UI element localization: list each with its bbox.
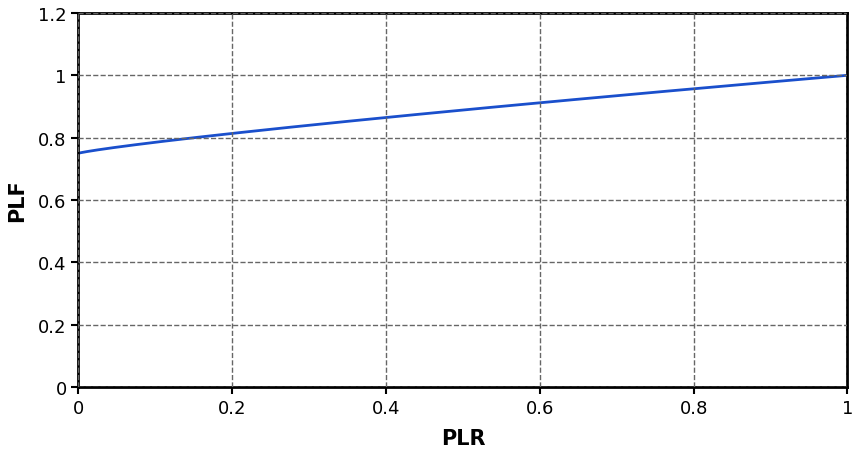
X-axis label: PLR: PLR <box>440 428 485 448</box>
Y-axis label: PLF: PLF <box>7 179 27 222</box>
